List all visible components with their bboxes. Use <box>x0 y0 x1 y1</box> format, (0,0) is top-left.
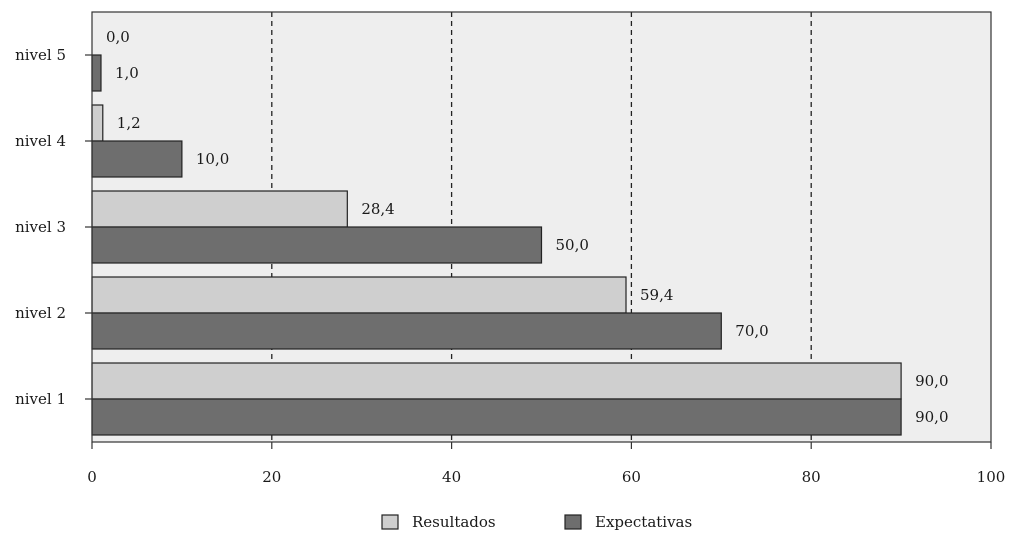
category-label: nivel 1 <box>15 390 66 408</box>
legend: Resultados Expectativas <box>381 513 692 531</box>
x-tick-label: 40 <box>442 468 461 486</box>
data-label: 50,0 <box>556 236 589 254</box>
category-label: nivel 4 <box>15 132 66 150</box>
x-tick-label: 0 <box>87 468 97 486</box>
data-label: 90,0 <box>915 408 948 426</box>
bar-expectativas-nivel-4 <box>91 140 183 178</box>
legend-label-resultados: Resultados <box>412 513 496 531</box>
bar-resultados-nivel-4 <box>91 104 104 142</box>
data-labels: 0,0 1,0 1,2 10,0 28,4 50,0 59,4 70,0 90,0 90,0 <box>106 28 949 426</box>
category-label: nivel 3 <box>15 218 66 236</box>
category-label: nivel 2 <box>15 304 66 322</box>
y-axis-categories: nivel 5 nivel 4 nivel 3 nivel 2 nivel 1 <box>15 46 92 408</box>
data-label: 70,0 <box>735 322 768 340</box>
data-label: 0,0 <box>106 28 130 46</box>
data-label: 59,4 <box>640 286 673 304</box>
data-label: 10,0 <box>196 150 229 168</box>
x-tick-label: 20 <box>262 468 281 486</box>
x-tick-label: 100 <box>977 468 1006 486</box>
legend-swatch-resultados <box>381 514 399 530</box>
bars <box>91 54 902 436</box>
category-label: nivel 5 <box>15 46 66 64</box>
data-label: 90,0 <box>915 372 948 390</box>
bar-expectativas-nivel-1 <box>91 398 902 436</box>
data-label: 1,0 <box>115 64 139 82</box>
bar-expectativas-nivel-3 <box>91 226 543 264</box>
bar-resultados-nivel-3 <box>91 190 348 228</box>
legend-swatch-expectativas <box>564 514 582 530</box>
data-label: 1,2 <box>117 114 141 132</box>
data-label: 28,4 <box>361 200 394 218</box>
bar-expectativas-nivel-5 <box>91 54 102 92</box>
bar-resultados-nivel-2 <box>91 276 627 314</box>
x-tick-label: 60 <box>622 468 641 486</box>
x-axis: 0 20 40 60 80 100 <box>87 442 1005 486</box>
legend-label-expectativas: Expectativas <box>595 513 692 531</box>
bar-expectativas-nivel-2 <box>91 312 722 350</box>
bar-resultados-nivel-1 <box>91 362 902 400</box>
x-tick-label: 80 <box>802 468 821 486</box>
